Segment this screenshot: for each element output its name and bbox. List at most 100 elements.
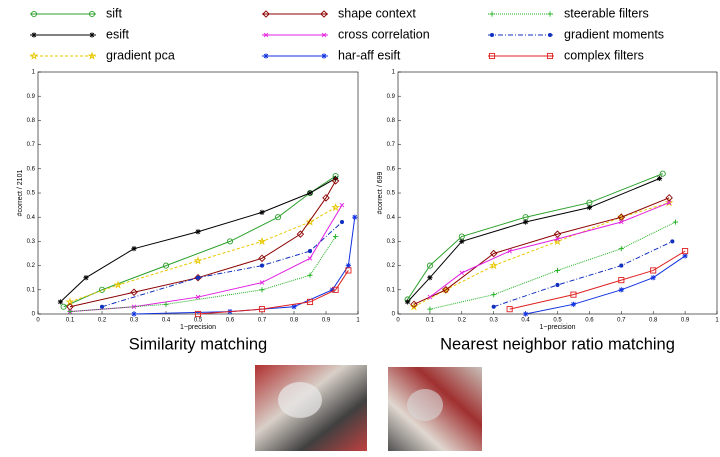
data-point <box>195 275 201 280</box>
data-point <box>664 198 674 207</box>
data-point <box>459 270 465 276</box>
data-point <box>306 298 314 305</box>
marker-shape <box>130 288 138 296</box>
data-point <box>331 202 340 212</box>
marker-shape <box>507 248 512 254</box>
data-point <box>410 300 418 309</box>
marker-shape <box>263 32 269 38</box>
x-tick-label: 0.1 <box>66 318 75 324</box>
marker-shape <box>619 263 624 268</box>
data-point <box>489 249 498 258</box>
marker-shape <box>330 287 335 293</box>
legend-label: shape context <box>338 6 416 20</box>
legend-marker <box>547 32 553 38</box>
x-tick-label: 0.8 <box>649 318 658 324</box>
marker-shape <box>618 277 625 284</box>
marker-shape <box>263 53 269 59</box>
marker-shape <box>305 217 315 226</box>
marker-shape <box>659 170 666 177</box>
marker-shape <box>410 300 418 309</box>
data-point <box>130 288 138 296</box>
y-axis-label: #correct / 699 <box>377 171 384 214</box>
data-point <box>274 214 282 221</box>
legend-marker <box>88 10 96 18</box>
data-point <box>619 263 624 268</box>
data-point <box>618 277 625 284</box>
data-point <box>670 239 675 244</box>
data-point <box>345 263 351 269</box>
y-tick-label: 0.7 <box>27 142 36 148</box>
marker-shape <box>547 32 553 38</box>
legend-label: sift <box>106 6 123 20</box>
marker-shape <box>523 219 528 225</box>
photo-detail <box>278 382 322 418</box>
chart-caption: Similarity matching <box>129 335 267 353</box>
data-point <box>296 230 305 238</box>
x-tick-label: 0.4 <box>162 318 171 324</box>
data-point <box>619 219 624 225</box>
marker-shape <box>491 304 496 309</box>
y-tick-label: 0 <box>392 312 396 318</box>
marker-shape <box>259 210 265 215</box>
legend-label: har-aff esift <box>338 48 401 62</box>
y-tick-label: 0 <box>32 312 36 318</box>
data-point <box>194 310 202 318</box>
x-tick-label: 0 <box>36 318 40 324</box>
marker-shape <box>339 219 345 225</box>
marker-shape <box>259 263 265 268</box>
series-line <box>197 270 349 315</box>
data-point <box>666 200 672 205</box>
data-point <box>553 230 562 238</box>
data-point <box>333 233 339 240</box>
marker-shape <box>58 299 63 305</box>
x-tick-label: 0.7 <box>258 318 267 324</box>
marker-shape <box>331 177 340 185</box>
marker-shape <box>555 236 560 242</box>
data-point <box>427 294 433 300</box>
data-point <box>339 202 345 208</box>
data-point <box>113 280 123 289</box>
marker-shape <box>87 51 97 60</box>
data-point <box>307 256 313 261</box>
series-line <box>407 178 660 303</box>
marker-shape <box>459 270 465 276</box>
data-point <box>257 236 267 246</box>
data-point <box>656 175 663 182</box>
x-tick-label: 0 <box>396 318 400 324</box>
series-line <box>133 217 356 315</box>
series-line <box>493 240 673 308</box>
marker-shape <box>352 214 358 220</box>
marker-shape <box>195 229 201 234</box>
marker-shape <box>257 236 267 246</box>
legend-label: gradient pca <box>106 48 175 62</box>
marker-shape <box>195 294 201 300</box>
legend-marker <box>89 32 95 38</box>
marker-shape <box>682 248 689 255</box>
marker-shape <box>131 246 137 251</box>
data-point <box>195 294 201 300</box>
data-point <box>307 272 313 278</box>
y-axis-label: #correct / 2101 <box>17 170 24 217</box>
legend-marker <box>262 10 270 18</box>
data-point <box>570 291 577 298</box>
marker-shape <box>553 230 562 238</box>
data-point <box>617 213 626 221</box>
x-tick-label: 0.8 <box>290 318 299 324</box>
plot-area <box>37 71 359 315</box>
data-point <box>345 267 352 274</box>
legend-marker <box>263 53 269 59</box>
y-tick-label: 0.1 <box>387 287 396 293</box>
series-line <box>69 236 337 313</box>
x-tick-label: 0.1 <box>426 318 435 324</box>
data-point <box>659 170 666 177</box>
marker-shape <box>459 239 465 244</box>
marker-shape <box>506 306 513 313</box>
series-line <box>429 202 670 298</box>
marker-shape <box>30 10 38 18</box>
data-point <box>259 280 265 285</box>
marker-shape <box>259 280 265 285</box>
marker-shape <box>29 51 39 60</box>
data-point <box>195 229 201 235</box>
y-tick-label: 0.2 <box>27 263 36 269</box>
data-point <box>442 286 450 294</box>
